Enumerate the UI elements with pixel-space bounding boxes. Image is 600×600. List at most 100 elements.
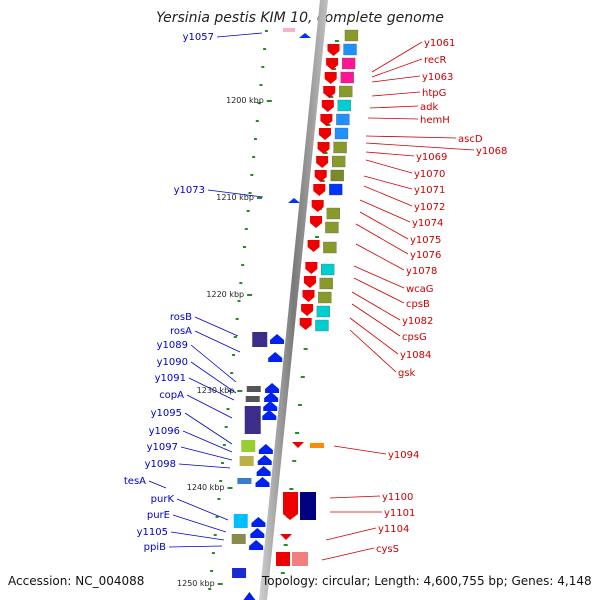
reverse-gene-arrow [258, 444, 273, 454]
gene-block [241, 440, 256, 452]
minor-tick [292, 460, 297, 462]
reverse-gene-arrow [243, 592, 256, 600]
kbp-tick-mark [266, 100, 272, 102]
minor-tick [303, 348, 308, 350]
kbp-tick-mark [237, 390, 243, 392]
gene-block [252, 332, 268, 347]
gene-label-left: purK [151, 494, 175, 505]
minor-tick [289, 488, 294, 490]
minor-tick [320, 180, 325, 182]
forward-gene-arrow [302, 290, 315, 302]
gene-block [337, 99, 351, 112]
forward-gene-arrow [283, 492, 298, 520]
forward-gene-arrow [299, 318, 312, 330]
minor-tick [295, 432, 300, 434]
label-leader-lines [148, 32, 475, 561]
forward-gene-arrow [311, 200, 324, 212]
forward-gene-arrow [316, 156, 329, 168]
leader-line [321, 547, 375, 561]
gene-features [231, 28, 359, 600]
minor-tick [233, 336, 237, 338]
gene-label-right: ascD [458, 134, 483, 145]
reverse-gene-arrow [255, 477, 270, 487]
forward-gene-arrow [307, 240, 320, 252]
gene-block [233, 514, 248, 528]
gene-block [231, 534, 246, 544]
minor-tick [257, 102, 261, 104]
minor-tick [235, 318, 239, 320]
leader-line [176, 498, 229, 521]
leader-line [359, 211, 409, 240]
kbp-tick-label: 1250 kbp [177, 579, 215, 588]
leader-line [194, 330, 241, 353]
kbp-tick-label: 1230 kbp [197, 386, 235, 395]
reverse-gene-arrow [256, 466, 271, 476]
gene-label-right: recR [424, 55, 447, 66]
gene-label-left: y1091 [155, 373, 186, 384]
kbp-tick-mark [247, 294, 253, 296]
gene-block [334, 127, 349, 140]
gene-block [336, 113, 350, 126]
gene-label-right: y1101 [384, 508, 415, 519]
leader-line [359, 199, 411, 223]
minor-tick [259, 84, 263, 86]
reverse-gene-arrow [250, 528, 265, 538]
gene-label-left: rosB [170, 312, 192, 323]
gene-label-left: purE [147, 510, 170, 521]
gene-block [326, 207, 341, 220]
minor-tick [300, 376, 305, 378]
leader-line [371, 41, 423, 73]
gene-block [239, 456, 254, 466]
minor-tick [283, 544, 288, 546]
forward-gene-arrow [317, 142, 330, 154]
accession-label: Accession: NC_004088 [8, 574, 145, 588]
minor-tick [252, 156, 256, 158]
reverse-gene-arrow [264, 392, 279, 402]
gene-block [300, 492, 316, 520]
gene-label-left: y1096 [149, 426, 180, 437]
minor-tick [221, 462, 225, 464]
forward-gene-arrow [318, 128, 331, 140]
gene-label-right: adk [420, 102, 438, 113]
kbp-tick-label: 1240 kbp [187, 483, 225, 492]
gene-block [329, 183, 343, 196]
leader-line [371, 58, 423, 78]
forward-gene-arrow [310, 216, 323, 228]
gene-label-right: y1071 [414, 185, 445, 196]
leader-line [365, 159, 413, 174]
leader-line [355, 243, 405, 271]
leader-line [371, 75, 421, 83]
gene-block [245, 396, 260, 402]
gene-label-right: y1104 [378, 524, 409, 535]
gene-label-left: tesA [124, 476, 146, 487]
leader-line [184, 412, 233, 445]
gene-block [330, 169, 344, 182]
forward-gene-arrow [305, 262, 318, 274]
leader-line [329, 495, 381, 499]
minor-tick [297, 404, 302, 406]
leader-line [351, 291, 401, 321]
leader-line [363, 185, 413, 207]
genome-backbone [259, 0, 328, 600]
page-title: Yersinia pestis KIM 10, complete genome [156, 10, 444, 26]
gene-block [232, 568, 247, 578]
minor-tick [326, 124, 331, 126]
gene-label-left: y1105 [137, 527, 168, 538]
minor-tick [263, 48, 267, 50]
minor-tick [208, 588, 212, 590]
minor-tick [323, 152, 328, 154]
minor-tick [250, 174, 254, 176]
leader-line [369, 105, 419, 109]
reverse-gene-arrow [270, 334, 285, 344]
minor-tick [224, 426, 228, 428]
gene-block [325, 221, 339, 234]
leader-line [365, 142, 475, 151]
leader-line [194, 316, 239, 337]
leader-line [168, 545, 223, 548]
minor-tick [211, 552, 215, 554]
minor-tick [244, 228, 248, 230]
gene-label-right: hemH [420, 115, 450, 126]
leader-line [353, 277, 405, 304]
leader-line [182, 430, 233, 453]
gene-label-right: y1094 [388, 450, 419, 461]
